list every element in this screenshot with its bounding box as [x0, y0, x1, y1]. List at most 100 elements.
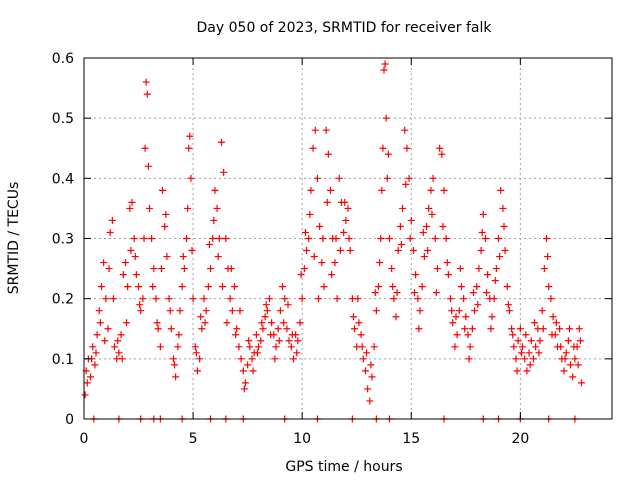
data-point: [379, 144, 387, 152]
data-point: [183, 235, 191, 242]
data-point: [539, 325, 547, 333]
data-point: [505, 307, 513, 315]
data-point: [535, 349, 543, 357]
data-point: [359, 355, 367, 363]
x-tick-label: 20: [511, 431, 529, 447]
data-point: [105, 265, 113, 273]
data-point: [358, 343, 366, 351]
data-point: [569, 373, 577, 381]
data-point: [293, 349, 301, 357]
data-point: [380, 66, 388, 74]
data-point: [265, 295, 273, 303]
y-tick-label: 0.2: [52, 292, 74, 308]
data-point: [148, 235, 156, 242]
data-point: [327, 186, 335, 194]
data-point: [513, 367, 521, 375]
data-point: [223, 319, 231, 327]
data-point: [549, 313, 557, 321]
data-point: [267, 331, 275, 339]
data-point: [89, 343, 97, 351]
data-point: [283, 325, 291, 333]
data-point: [316, 222, 324, 230]
data-point: [188, 247, 196, 255]
data-point: [576, 337, 584, 345]
data-point: [351, 325, 359, 333]
data-point: [233, 325, 241, 333]
data-point: [483, 289, 491, 297]
data-point: [92, 349, 100, 357]
data-point: [442, 235, 450, 242]
data-point: [279, 283, 287, 291]
y-tick-label: 0.5: [52, 111, 74, 127]
data-point: [392, 313, 400, 321]
data-point: [97, 283, 105, 291]
data-point: [131, 253, 139, 261]
data-point: [471, 307, 479, 315]
data-point: [457, 283, 465, 291]
data-point: [102, 295, 110, 303]
data-point: [349, 313, 357, 321]
data-point: [372, 307, 380, 315]
data-point: [219, 283, 227, 291]
data-point: [492, 265, 500, 273]
data-point: [172, 373, 180, 381]
data-point: [288, 331, 296, 339]
data-point: [439, 222, 447, 230]
data-point: [575, 325, 583, 333]
data-point: [397, 241, 405, 249]
data-point: [440, 186, 448, 194]
data-point: [487, 325, 495, 333]
data-point: [91, 361, 99, 369]
data-point: [307, 186, 315, 194]
data-point: [361, 367, 369, 375]
data-point: [488, 313, 496, 321]
data-point: [548, 331, 556, 339]
data-point: [462, 313, 470, 321]
data-point: [547, 295, 555, 303]
data-point: [240, 385, 248, 393]
data-point: [119, 271, 127, 279]
data-point: [577, 379, 585, 387]
data-point: [306, 210, 314, 218]
data-point: [332, 235, 340, 242]
data-point: [252, 331, 260, 339]
data-point: [378, 186, 386, 194]
data-point: [174, 343, 182, 351]
data-point: [481, 235, 489, 242]
data-point: [346, 247, 354, 255]
data-point: [204, 283, 212, 291]
data-point: [153, 319, 161, 327]
data-point: [159, 186, 167, 194]
data-point: [115, 349, 123, 357]
data-point: [394, 247, 402, 255]
data-point: [503, 283, 511, 291]
data-point: [448, 307, 456, 315]
data-point: [461, 325, 469, 333]
data-point: [235, 343, 243, 351]
data-point: [213, 204, 221, 212]
plot-frame: [83, 57, 613, 420]
data-point: [519, 343, 527, 351]
data-point: [226, 295, 234, 303]
data-point: [121, 259, 129, 267]
data-point: [135, 283, 143, 291]
data-point: [175, 331, 183, 339]
data-point: [137, 307, 145, 315]
data-point: [396, 222, 404, 230]
data-point: [197, 313, 205, 321]
y-tick-label: 0.6: [52, 51, 74, 67]
data-point: [271, 355, 279, 363]
data-point: [497, 186, 505, 194]
data-point: [275, 337, 283, 345]
data-point: [209, 235, 217, 242]
data-point: [532, 343, 540, 351]
data-point: [322, 126, 330, 134]
data-point: [101, 337, 109, 345]
data-point: [255, 343, 263, 351]
data-point: [451, 343, 459, 351]
data-point: [309, 144, 317, 152]
data-point: [201, 319, 209, 327]
data-point: [144, 162, 152, 170]
x-tick-label: 5: [189, 431, 198, 447]
data-point: [191, 343, 199, 351]
